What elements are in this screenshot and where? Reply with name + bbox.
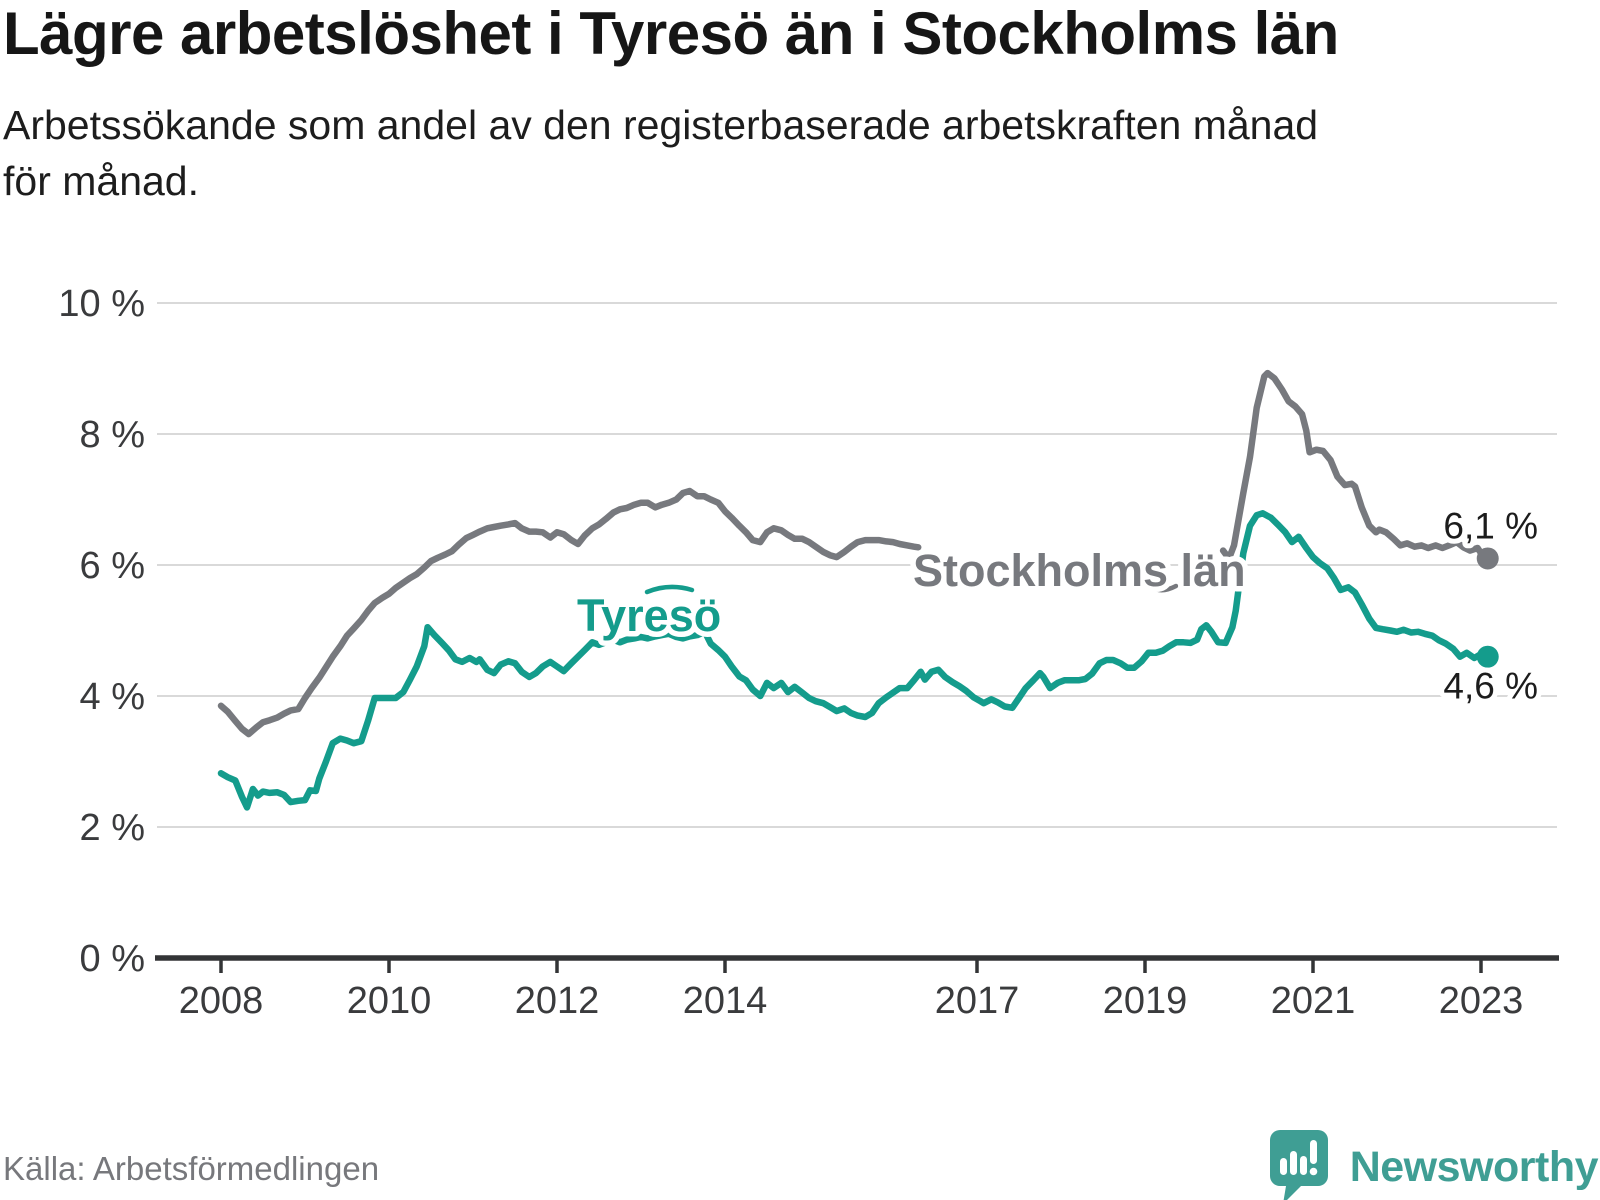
bar-1	[1279, 1158, 1287, 1175]
x-axis-label-2017: 2017	[935, 980, 1020, 1022]
speech-bubble-shape	[1269, 1130, 1328, 1200]
y-axis-label-0pct: 0 %	[80, 938, 145, 980]
series-line-stockholms-lan-segment-1	[217, 487, 922, 738]
bar-2	[1289, 1151, 1297, 1175]
end-value-label-tyreso: 4,6 %	[1443, 666, 1538, 707]
y-axis-label-2pct: 2 %	[80, 807, 145, 849]
y-axis-label-10pct: 10 %	[58, 283, 145, 325]
bar-chart-speech-bubble-icon	[1269, 1130, 1328, 1200]
series-label-stockholms-lan: Stockholms län	[913, 545, 1246, 596]
series-line-tyreso	[217, 510, 1491, 811]
subtitle-line-1: Arbetssökande som andel av den registerb…	[3, 101, 1319, 148]
source-note: Källa: Arbetsförmedlingen	[3, 1150, 380, 1187]
page-title: Lägre arbetslöshet i Tyresö än i Stockho…	[3, 0, 1339, 67]
series-label-tyreso: Tyresö	[577, 590, 721, 641]
series-label-connector-stockholms-lan	[1141, 573, 1179, 593]
x-axis-label-2021: 2021	[1271, 980, 1356, 1022]
x-axis-label-2019: 2019	[1103, 980, 1188, 1022]
exclamation-dot	[1309, 1167, 1318, 1176]
x-axis-label-2010: 2010	[347, 980, 432, 1022]
y-axis-label-4pct: 4 %	[80, 676, 145, 718]
x-axis-label-2008: 2008	[179, 980, 264, 1022]
y-axis-label-8pct: 8 %	[80, 414, 145, 456]
chart-footer: Källa: Arbetsförmedlingen Newsworthy	[0, 1128, 1600, 1200]
x-axis-label-2023: 2023	[1439, 980, 1524, 1022]
y-axis-label-6pct: 6 %	[80, 545, 145, 587]
chart-subtitle: Arbetssökande som andel av den registerb…	[3, 97, 1563, 210]
exclamation-bar	[1309, 1140, 1317, 1164]
chart-header: Lägre arbetslöshet i Tyresö än i Stockho…	[3, 0, 1563, 210]
newsworthy-brand: Newsworthy	[1268, 1128, 1599, 1200]
end-value-label-stockholms-lan: 6,1 %	[1443, 505, 1538, 546]
brand-name: Newsworthy	[1349, 1142, 1599, 1191]
x-axis-label-2012: 2012	[515, 980, 600, 1022]
end-dot-tyreso	[1476, 645, 1499, 668]
series-label-connector-tyreso	[644, 584, 695, 595]
end-dot-stockholms-lan	[1476, 547, 1499, 570]
subtitle-line-2: för månad.	[3, 158, 199, 205]
series-line-stockholms-lan-segment-2	[1219, 369, 1491, 562]
x-axis-label-2014: 2014	[683, 980, 768, 1022]
bar-3	[1299, 1156, 1307, 1175]
